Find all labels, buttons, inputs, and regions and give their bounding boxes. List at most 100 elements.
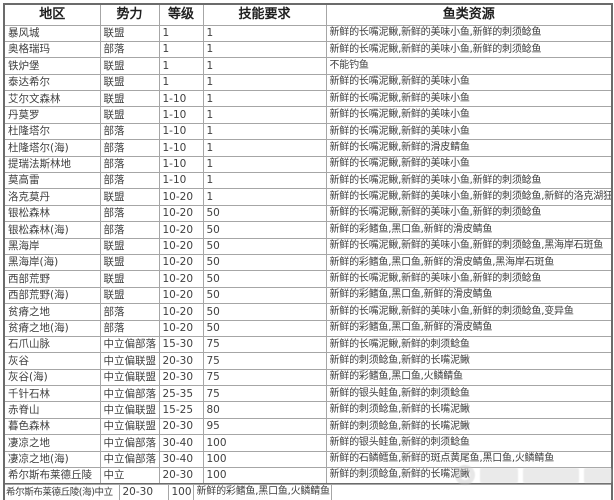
- table-row: 赤脊山 中立偏联盟 15-25 80 新鲜的刺须鲶鱼,新鲜的长嘴泥鳅: [3, 401, 613, 419]
- cell-level: 10-20: [158, 221, 204, 239]
- table-row: 贫瘠之地 部落 10-20 50 新鲜的长嘴泥鳅,新鲜的美味小鱼,新鲜的刺须鲶鱼,变异鱼: [3, 303, 613, 321]
- cell-fish: 新鲜的彩鳍鱼,黑口鱼,新鲜的滑皮鲭鱼: [325, 221, 613, 239]
- cell-region: 泰达希尔: [3, 73, 101, 92]
- cell-level: 1-10: [158, 155, 204, 174]
- table-row: 奥格瑞玛 部落 1 1 新鲜的长嘴泥鳅,新鲜的美味小鱼,新鲜的刺须鲶鱼: [3, 40, 613, 59]
- table-row: 银松森林(海) 部落 10-20 50 新鲜的彩鳍鱼,黑口鱼,新鲜的滑皮鲭鱼: [3, 221, 613, 239]
- cell-level: 1-10: [158, 106, 204, 124]
- cell-fish: 新鲜的刺须鲶鱼,新鲜的长嘴泥鳅: [325, 417, 613, 436]
- cell-skill: 80: [202, 401, 327, 419]
- table-row: 黑海岸(海) 联盟 10-20 50 新鲜的彩鳍鱼,黑口鱼,新鲜的滑皮鲭鱼,黑海岸石斑鱼: [3, 253, 613, 272]
- table-row: 暮色森林 中立偏联盟 20-30 95 新鲜的刺须鲶鱼,新鲜的长嘴泥鳅: [3, 417, 613, 436]
- cell-skill: 100: [167, 483, 194, 500]
- cell-skill: 1: [202, 172, 327, 190]
- cell-faction: 联盟: [99, 286, 160, 305]
- cell-fish: 新鲜的彩鳍鱼,黑口鱼,火鳞鲭鱼: [325, 368, 613, 387]
- table-body: 暴风城 联盟 1 1 新鲜的长嘴泥鳅,新鲜的美味小鱼,新鲜的刺须鲶鱼 奥格瑞玛 部落 1 1 新鲜…: [3, 24, 613, 485]
- cell-level: 1-10: [158, 172, 204, 190]
- cell-fish: 新鲜的长嘴泥鳅,新鲜的滑皮鲭鱼: [325, 139, 613, 157]
- table-row: 艾尔文森林 联盟 1-10 1 新鲜的长嘴泥鳅,新鲜的美味小鱼: [3, 90, 613, 108]
- cell-region: 艾尔文森林: [3, 90, 101, 108]
- cell-faction: 部落: [99, 319, 160, 337]
- cell-fish: 新鲜的彩鳍鱼,黑口鱼,新鲜的滑皮鲭鱼,黑海岸石斑鱼: [325, 253, 613, 272]
- cell-skill: 50: [202, 204, 327, 223]
- cell-region: 提瑞法斯林地: [3, 155, 101, 174]
- column-header-region: 地区: [3, 3, 101, 26]
- cell-region: 贫瘠之地: [3, 303, 101, 321]
- cell-level: 30-40: [158, 450, 204, 469]
- cell-fish: 新鲜的长嘴泥鳅,新鲜的美味小鱼,新鲜的刺须鲶鱼: [325, 204, 613, 223]
- table-row: 西部荒野 联盟 10-20 50 新鲜的长嘴泥鳅,新鲜的美味小鱼,新鲜的刺须鲶鱼: [3, 270, 613, 288]
- table-row: 千针石林 中立偏部落 25-35 75 新鲜的银头鲑鱼,新鲜的刺须鲶鱼: [3, 385, 613, 403]
- cell-skill: 100: [202, 434, 327, 452]
- column-header-faction: 势力: [99, 3, 160, 26]
- cell-faction: 部落: [99, 122, 160, 141]
- cell-faction: 联盟: [99, 57, 160, 75]
- cell-level: 1: [158, 24, 204, 42]
- table-header: 地区 势力 等级 技能要求 鱼类资源: [3, 3, 613, 26]
- column-header-skill: 技能要求: [202, 3, 327, 26]
- cell-skill: 100: [202, 467, 327, 485]
- cell-region: 丹莫罗: [3, 106, 101, 124]
- cell-region: 暴风城: [3, 24, 101, 42]
- cell-level: 20-30: [158, 352, 204, 370]
- cell-faction: 联盟: [99, 188, 160, 206]
- cell-level: 10-20: [158, 286, 204, 305]
- cell-skill: 95: [202, 417, 327, 436]
- cell-skill: 100: [202, 450, 327, 469]
- table-row: 暴风城 联盟 1 1 新鲜的长嘴泥鳅,新鲜的美味小鱼,新鲜的刺须鲶鱼: [3, 24, 613, 42]
- cell-region: 希尔斯布莱德丘陵: [3, 467, 101, 485]
- table-row: 石爪山脉 中立偏部落 15-30 75 新鲜的长嘴泥鳅,新鲜的刺须鲶鱼: [3, 335, 613, 354]
- cell-skill: 1: [202, 106, 327, 124]
- cell-fish: 新鲜的长嘴泥鳅,新鲜的美味小鱼: [325, 106, 613, 124]
- cell-level: 20-30: [158, 368, 204, 387]
- cell-level: 10-20: [158, 303, 204, 321]
- cell-faction: 中立偏联盟: [99, 368, 160, 387]
- cell-skill: 50: [202, 286, 327, 305]
- cell-fish: 新鲜的长嘴泥鳅,新鲜的美味小鱼,新鲜的刺须鲶鱼: [325, 270, 613, 288]
- cell-faction: 联盟: [99, 106, 160, 124]
- cell-skill: 75: [202, 368, 327, 387]
- column-header-fish: 鱼类资源: [325, 3, 613, 26]
- cell-fish: 新鲜的刺须鲶鱼,新鲜的长嘴泥鳅: [325, 352, 613, 370]
- table-row: 泰达希尔 联盟 1 1 新鲜的长嘴泥鳅,新鲜的美味小鱼: [3, 73, 613, 92]
- cell-region: 西部荒野: [3, 270, 101, 288]
- cell-fish: 新鲜的长嘴泥鳅,新鲜的美味小鱼,新鲜的刺须鲶鱼: [325, 172, 613, 190]
- cell-faction: 部落: [99, 221, 160, 239]
- cell-fish: 新鲜的长嘴泥鳅,新鲜的美味小鱼,新鲜的刺须鲶鱼: [325, 40, 613, 59]
- table-row: 凄凉之地 中立偏部落 30-40 100 新鲜的银头鲑鱼,新鲜的刺须鲶鱼: [3, 434, 613, 452]
- cell-skill: 50: [202, 319, 327, 337]
- cell-fish: 新鲜的彩鳍鱼,黑口鱼,新鲜的滑皮鲭鱼: [325, 286, 613, 305]
- cell-faction: 联盟: [99, 237, 160, 255]
- cell-skill: 50: [202, 221, 327, 239]
- cell-level: 10-20: [158, 237, 204, 255]
- cell-faction: 部落: [99, 303, 160, 321]
- cell-fish: 不能钓鱼: [325, 57, 613, 75]
- cell-region: 西部荒野(海): [3, 286, 101, 305]
- table-row: 铁炉堡 联盟 1 1 不能钓鱼: [3, 57, 613, 75]
- cell-fish: 新鲜的长嘴泥鳅,新鲜的美味小鱼: [325, 90, 613, 108]
- cell-skill: 75: [202, 335, 327, 354]
- cell-fish: 新鲜的长嘴泥鳅,新鲜的美味小鱼: [325, 122, 613, 141]
- cell-level: 10-20: [158, 270, 204, 288]
- cell-level: 1-10: [158, 139, 204, 157]
- column-header-level: 等级: [158, 3, 204, 26]
- cell-region: 奥格瑞玛: [3, 40, 101, 59]
- table-row: 莫高雷 部落 1-10 1 新鲜的长嘴泥鳅,新鲜的美味小鱼,新鲜的刺须鲶鱼: [3, 172, 613, 190]
- cell-faction: 中立偏联盟: [99, 401, 160, 419]
- cell-level: 10-20: [158, 188, 204, 206]
- table-row: 希尔斯布莱德丘陵(海)中立 20-30 100 新鲜的彩鳍鱼,黑口鱼,火鳞鲭鱼: [3, 483, 613, 500]
- cell-region: 赤脊山: [3, 401, 101, 419]
- cell-skill: 1: [202, 57, 327, 75]
- table-row: 希尔斯布莱德丘陵 中立 20-30 100 新鲜的刺须鲶鱼,新鲜的长嘴泥鳅: [3, 467, 613, 485]
- cell-fish: 新鲜的银头鲑鱼,新鲜的刺须鲶鱼: [325, 434, 613, 452]
- cell-fish: 新鲜的长嘴泥鳅,新鲜的美味小鱼: [325, 73, 613, 92]
- cell-region: 贫瘠之地(海): [3, 319, 101, 337]
- cell-region: 灰谷(海): [3, 368, 101, 387]
- cell-region: 灰谷: [3, 352, 101, 370]
- cell-region: 黑海岸: [3, 237, 101, 255]
- cell-empty: [330, 483, 613, 500]
- cell-region: 银松森林(海): [3, 221, 101, 239]
- table-row: 贫瘠之地(海) 部落 10-20 50 新鲜的彩鳍鱼,黑口鱼,新鲜的滑皮鲭鱼: [3, 319, 613, 337]
